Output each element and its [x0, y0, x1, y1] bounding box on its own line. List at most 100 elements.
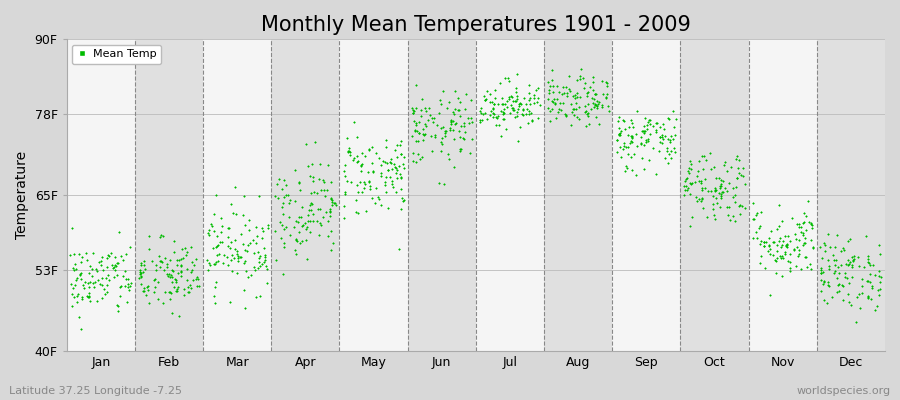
Point [572, 73, 587, 79]
Point [255, 225, 269, 231]
Point [762, 250, 777, 257]
Point [785, 215, 799, 221]
Point [428, 133, 443, 140]
Point [868, 307, 883, 313]
Point [133, 262, 148, 268]
Point [464, 115, 478, 121]
Bar [749, 39, 817, 351]
Point [256, 261, 270, 268]
Point [133, 271, 148, 278]
Point [644, 120, 658, 127]
Point [395, 195, 410, 201]
Point [433, 148, 447, 154]
Point [379, 144, 393, 150]
Point [202, 226, 217, 233]
Point [763, 246, 778, 252]
Point [356, 161, 370, 168]
Point [490, 115, 504, 121]
Point [759, 239, 773, 245]
Point [522, 90, 536, 96]
Point [776, 255, 790, 261]
Point [446, 117, 460, 124]
Point [502, 110, 517, 116]
Point [529, 86, 544, 93]
Point [75, 259, 89, 265]
Point [354, 162, 368, 168]
Point [762, 243, 777, 249]
Point [621, 151, 635, 157]
Point [839, 261, 853, 267]
Point [717, 159, 732, 166]
Point [793, 224, 807, 230]
Point [580, 112, 595, 119]
Point [394, 186, 409, 192]
Point [712, 175, 726, 181]
Point [761, 242, 776, 248]
Point [600, 103, 615, 110]
Point [325, 199, 339, 206]
Point [637, 166, 652, 172]
Point [579, 108, 593, 114]
Point [274, 186, 289, 192]
Point [324, 196, 338, 202]
Point [137, 288, 151, 294]
Point [210, 242, 224, 249]
Point [825, 294, 840, 300]
Point [827, 257, 842, 264]
Point [559, 112, 573, 118]
Point [804, 220, 818, 226]
Point [775, 273, 789, 280]
Point [150, 296, 165, 303]
Point [122, 284, 136, 291]
Point [389, 170, 403, 176]
Point [160, 264, 175, 270]
Point [859, 233, 873, 240]
Point [688, 194, 703, 200]
Bar [203, 39, 271, 351]
Point [543, 83, 557, 90]
Point [316, 177, 330, 184]
Point [236, 240, 250, 247]
Point [292, 178, 307, 185]
Point [720, 168, 734, 174]
Point [211, 233, 225, 240]
Point [171, 284, 185, 290]
Point [580, 93, 594, 100]
Point [832, 270, 847, 276]
Point [513, 124, 527, 130]
Point [82, 290, 96, 297]
Point [522, 82, 536, 88]
Point [453, 146, 467, 152]
Point [541, 96, 555, 102]
Point [495, 101, 509, 108]
Point [122, 287, 137, 293]
Point [214, 223, 229, 229]
Point [434, 139, 448, 146]
Point [101, 252, 115, 258]
Point [210, 252, 224, 258]
Point [473, 105, 488, 111]
Point [568, 95, 582, 101]
Point [688, 178, 702, 185]
Point [374, 173, 388, 179]
Point [806, 245, 821, 251]
Point [223, 239, 238, 245]
Point [558, 113, 572, 119]
Point [298, 226, 312, 232]
Point [573, 94, 588, 100]
Point [163, 296, 177, 302]
Point [500, 98, 514, 104]
Point [760, 248, 775, 254]
Point [590, 103, 605, 110]
Point [162, 271, 176, 277]
Point [228, 246, 242, 252]
Point [626, 151, 641, 158]
Point [708, 175, 723, 181]
Point [802, 219, 816, 226]
Point [669, 116, 683, 122]
Point [396, 161, 410, 168]
Point [134, 270, 148, 276]
Point [438, 133, 453, 140]
Point [680, 185, 695, 192]
Point [283, 196, 297, 203]
